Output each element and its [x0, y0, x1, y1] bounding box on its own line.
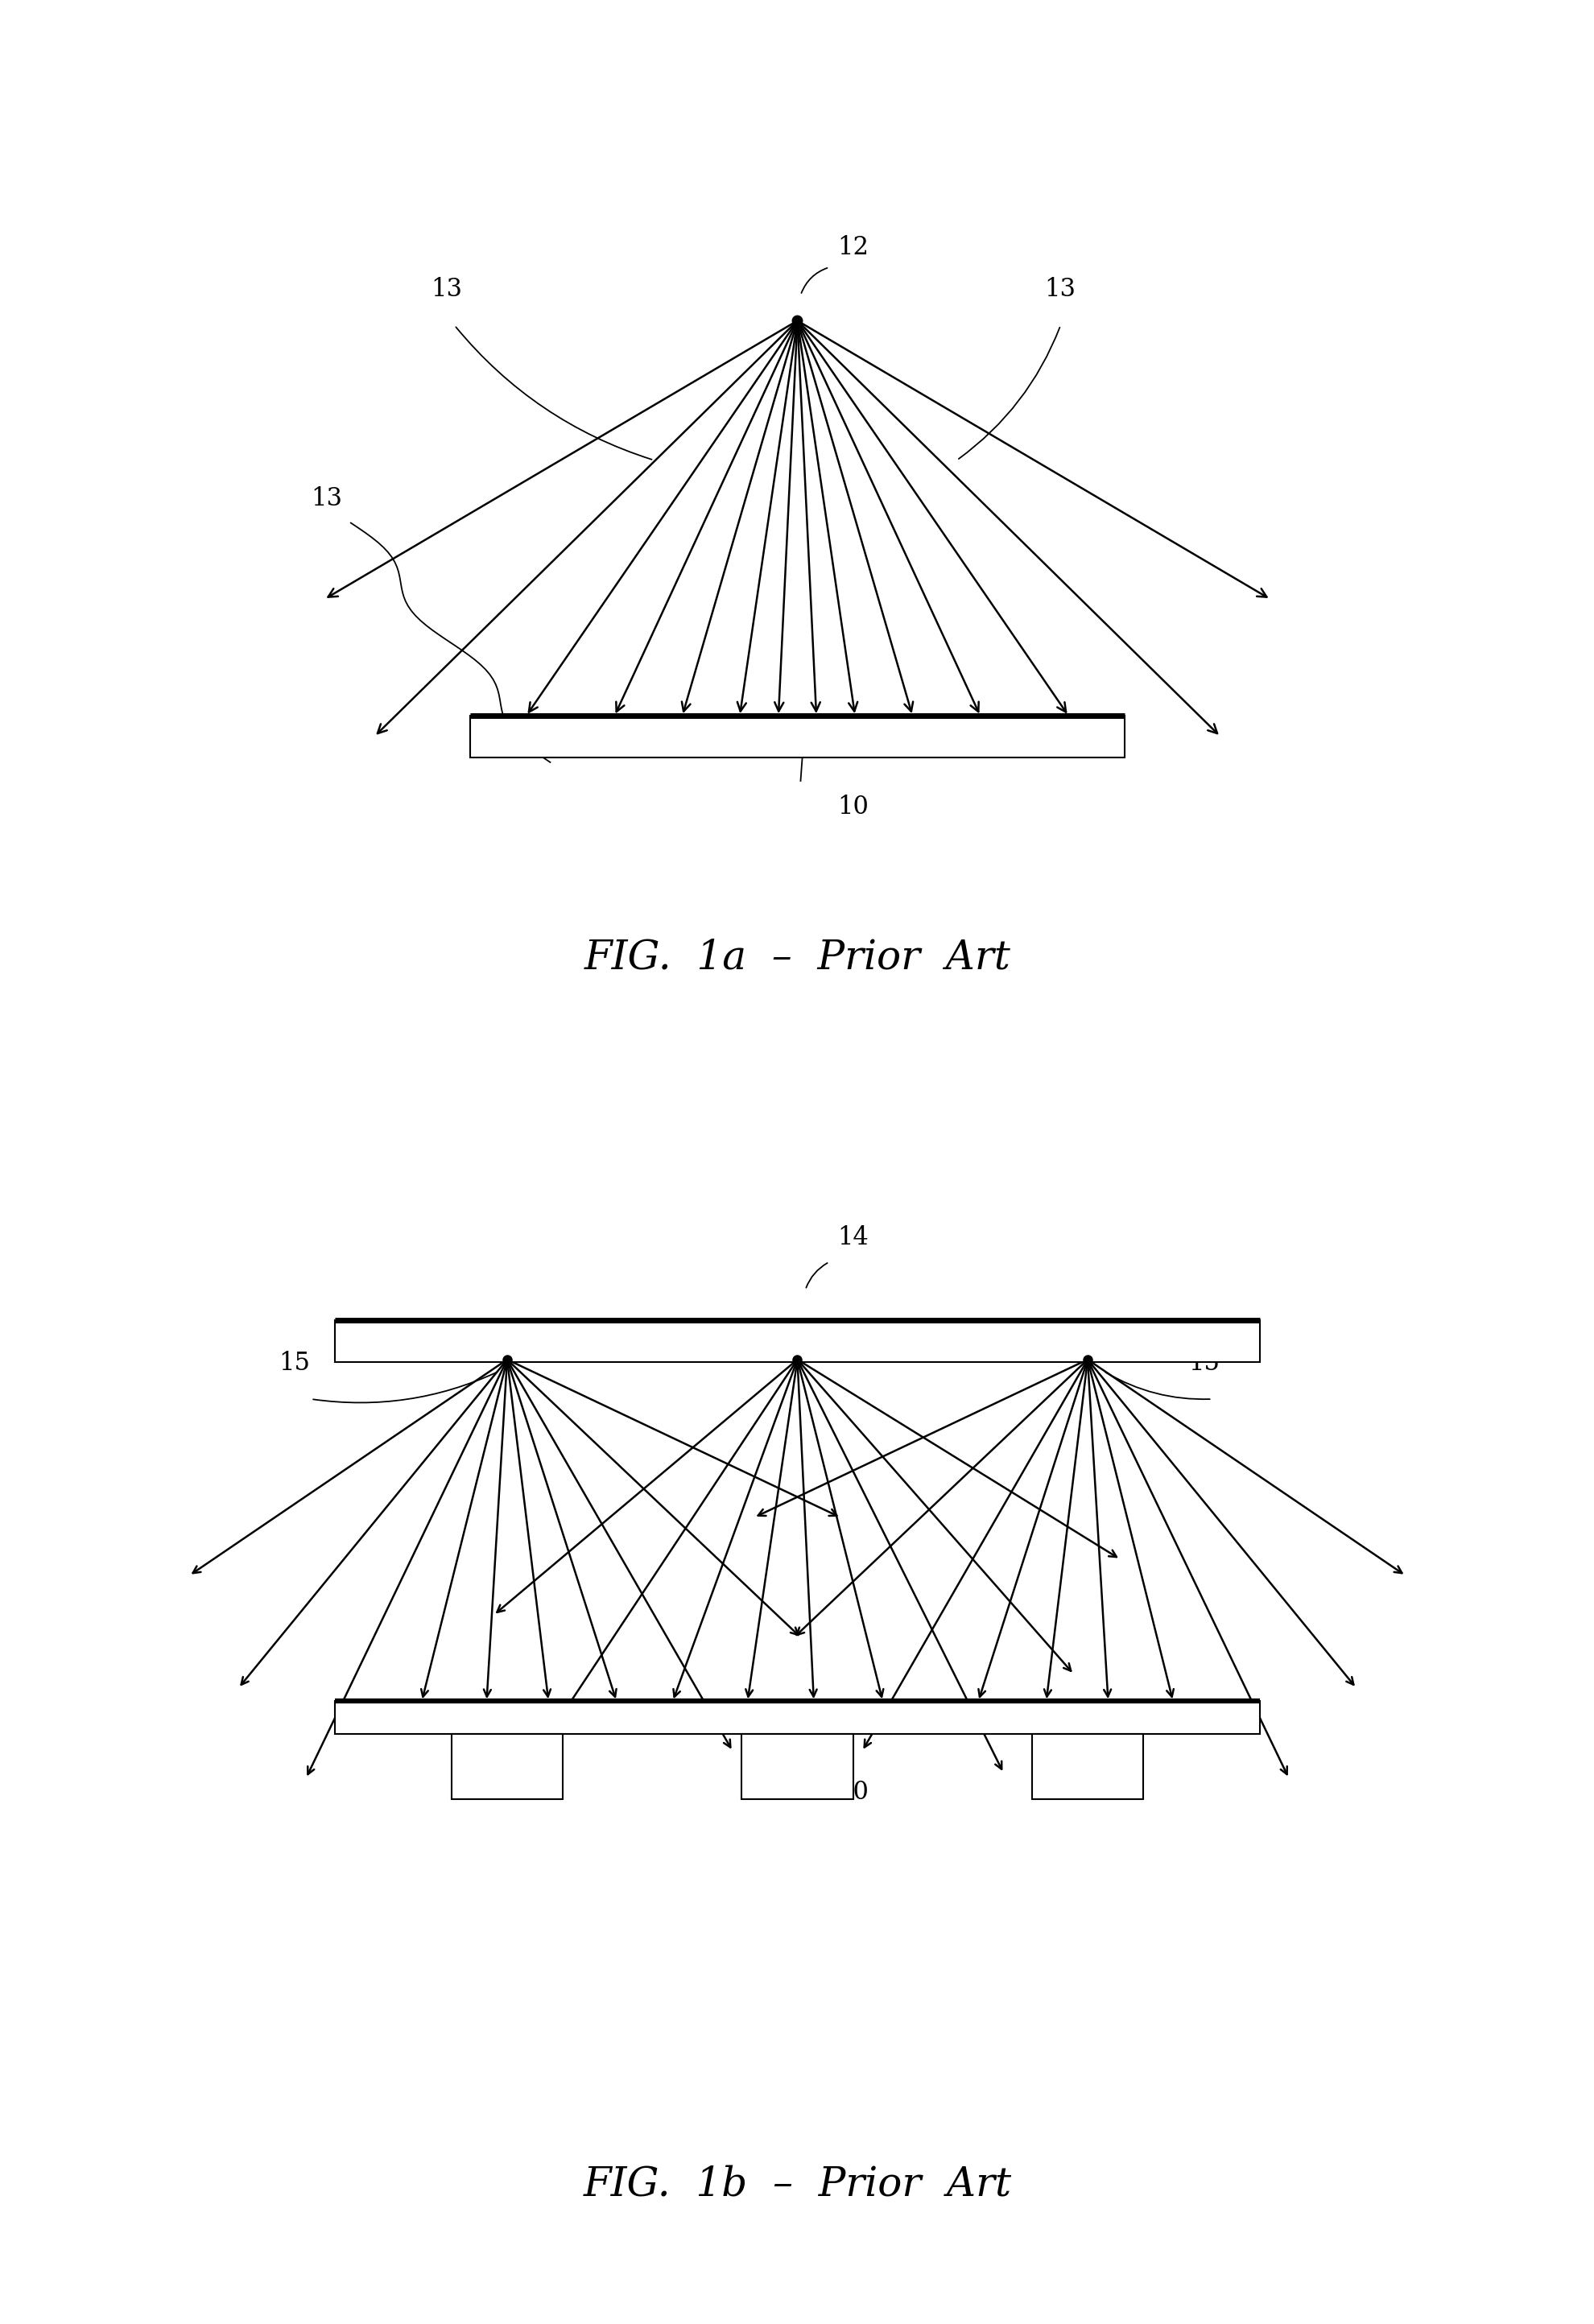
Bar [470, 716, 1124, 758]
Bar [335, 1320, 1259, 1362]
Text: 12: 12 [837, 235, 869, 260]
Text: 10: 10 [837, 795, 869, 820]
Bar [335, 1701, 1259, 1734]
Text: 13: 13 [430, 277, 462, 302]
Bar [451, 1734, 563, 1799]
Bar [1031, 1734, 1143, 1799]
Text: FIG.  1a  –  Prior  Art: FIG. 1a – Prior Art [583, 937, 1011, 978]
Text: 15: 15 [279, 1350, 311, 1376]
Text: 15: 15 [1188, 1350, 1219, 1376]
Text: FIG.  1b  –  Prior  Art: FIG. 1b – Prior Art [583, 2164, 1011, 2205]
Bar [741, 1734, 853, 1799]
Text: 14: 14 [837, 1225, 869, 1250]
Text: 10: 10 [837, 1780, 869, 1806]
Text: 13: 13 [1044, 277, 1076, 302]
Text: 13: 13 [311, 486, 343, 511]
